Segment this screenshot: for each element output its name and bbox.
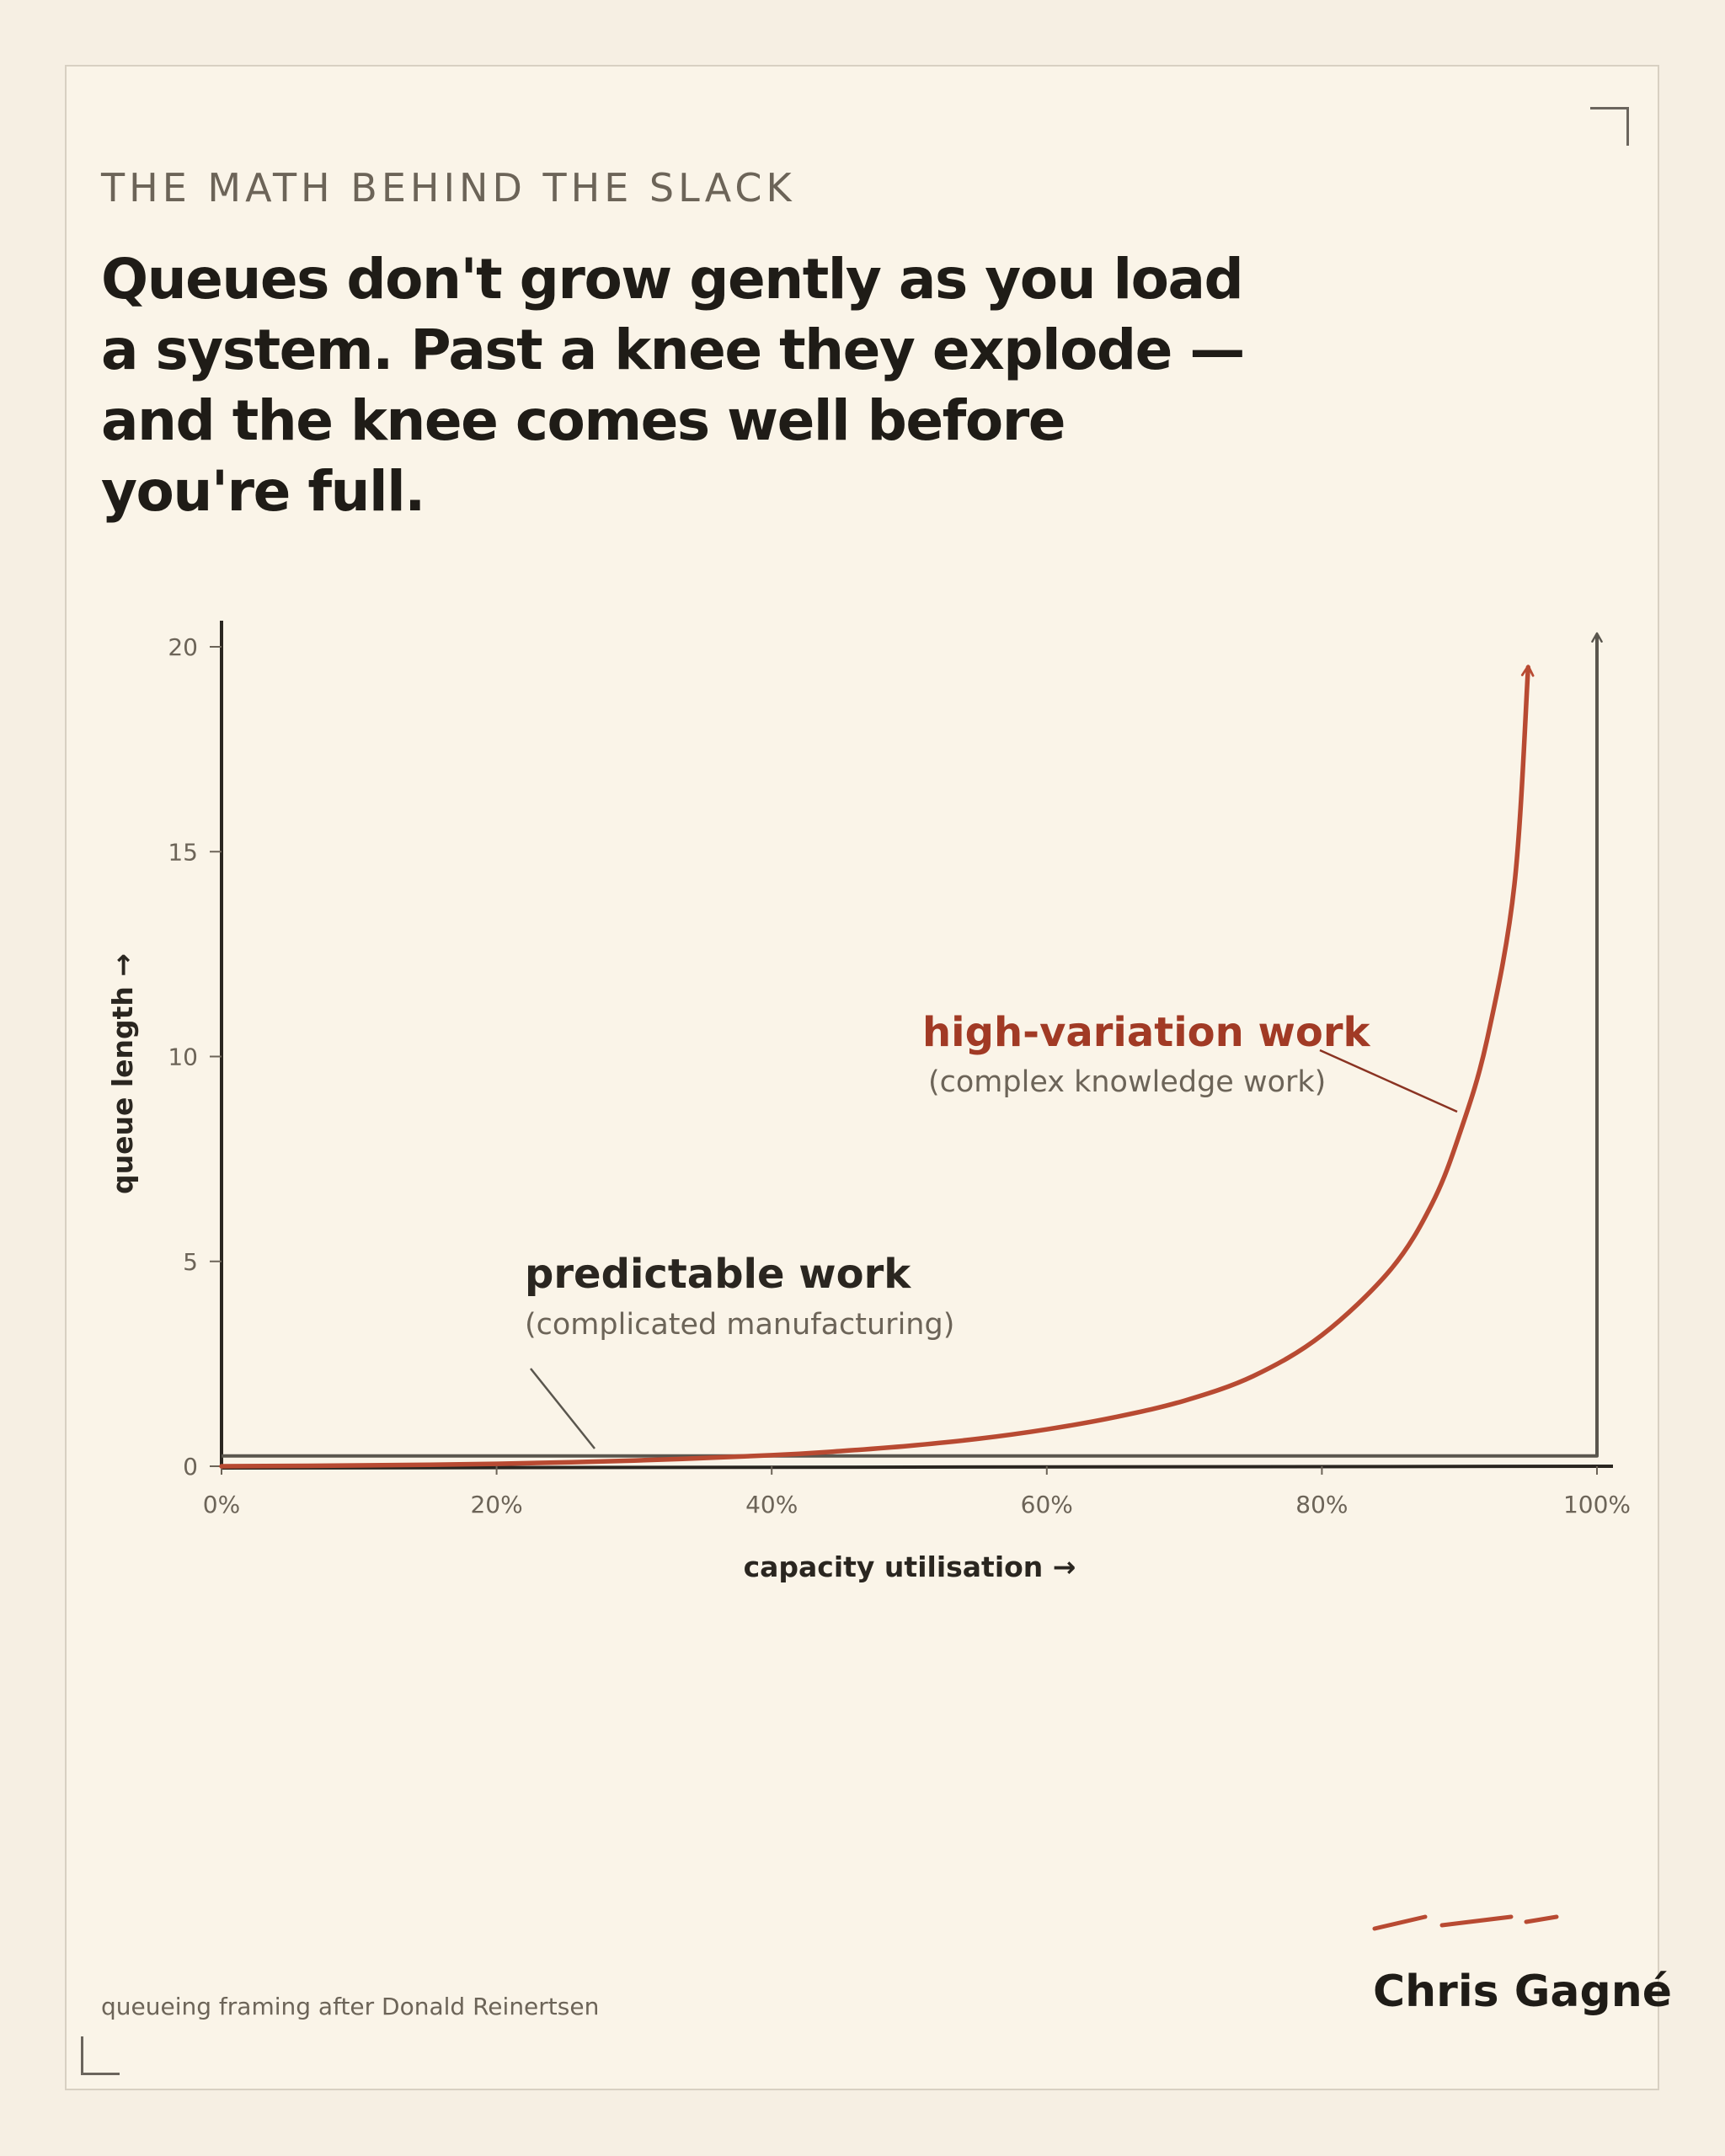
author-signature: Chris Gagné: [1373, 1967, 1672, 2017]
predictable-sublabel: (complicated manufacturing): [525, 1308, 954, 1342]
y-tick-label: 15: [168, 838, 198, 866]
y-tick-label: 5: [183, 1248, 198, 1276]
high-variation-label: high-variation work: [922, 1009, 1371, 1056]
y-axis-title: queue length →: [106, 953, 139, 1194]
x-axis: [221, 1465, 1614, 1470]
x-tick-label: 0%: [203, 1491, 240, 1518]
headline: Queues don't grow gently as you load a s…: [101, 247, 1245, 524]
high-variation-leader: [1319, 1049, 1458, 1113]
eyebrow: THE MATH BEHIND THE SLACK: [101, 165, 796, 211]
y-ticks: 0 5 10 15 20: [168, 633, 222, 1481]
x-axis-title: capacity utilisation →: [744, 1550, 1076, 1583]
x-tick-label: 80%: [1295, 1491, 1348, 1518]
corner-mark-bottom-left: [81, 2036, 120, 2075]
y-tick-label: 0: [183, 1453, 198, 1481]
signature-flourish: [1372, 1914, 1559, 1931]
x-tick-label: 60%: [1021, 1491, 1073, 1518]
x-tick-label: 20%: [470, 1491, 522, 1518]
high-variation-sublabel: (complex knowledge work): [928, 1065, 1326, 1099]
predictable-leader: [530, 1368, 595, 1449]
predictable-label: predictable work: [525, 1251, 911, 1298]
footnote: queueing framing after Donald Reinertsen: [101, 1993, 600, 2020]
x-tick-label: 40%: [745, 1491, 798, 1518]
corner-mark-top-right: [1590, 107, 1629, 146]
high-variation-work-curve: [219, 664, 1535, 1469]
card: [65, 65, 1659, 2090]
y-tick-label: 10: [168, 1043, 198, 1071]
x-tick-label: 100%: [1563, 1491, 1631, 1518]
x-ticks: 0% 20% 40% 60% 80% 100%: [203, 1466, 1631, 1518]
predictable-work-line: [222, 632, 1603, 1458]
y-tick-label: 20: [168, 633, 198, 661]
